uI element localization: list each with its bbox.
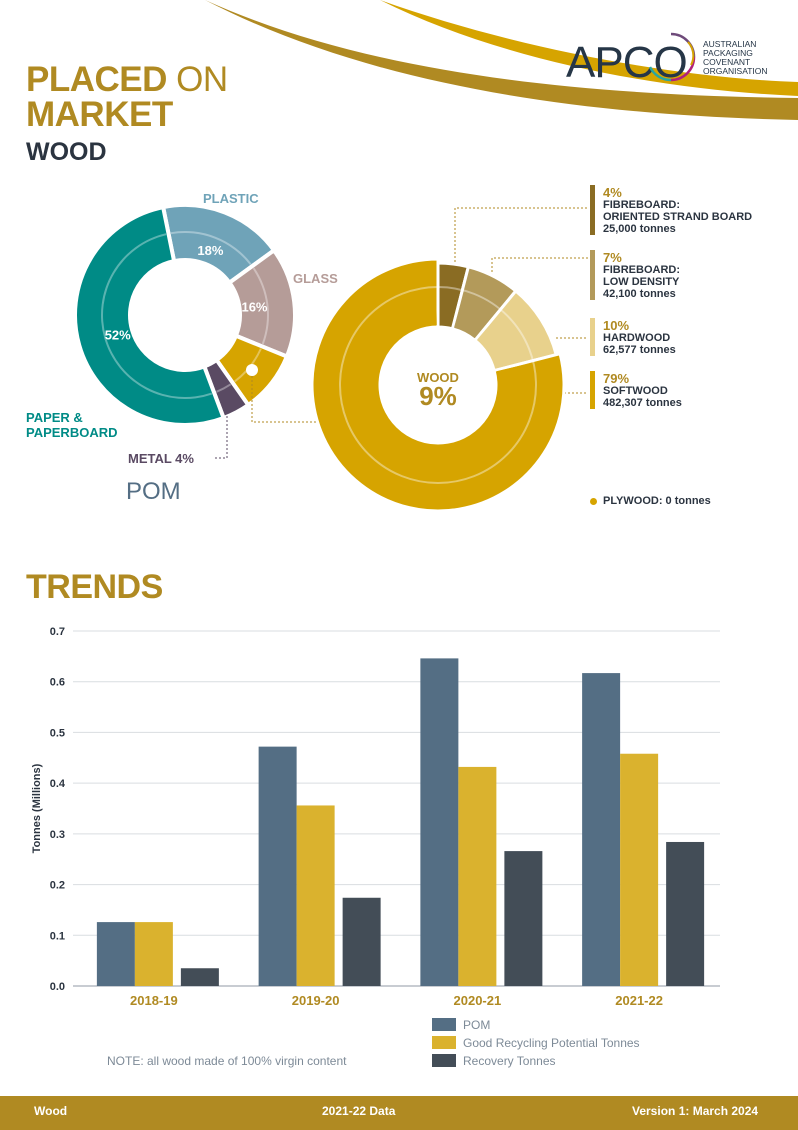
y-tick-label: 0.7: [50, 626, 65, 638]
wood-slice-inner: [439, 290, 460, 327]
wood-center-label: WOOD: [417, 370, 459, 385]
logo-org-line: ORGANISATION: [703, 66, 768, 76]
wood-slice-inner: [343, 290, 533, 480]
y-tick-label: 0.3: [50, 829, 65, 841]
footer-left: Wood: [34, 1104, 68, 1118]
bar: [420, 658, 459, 986]
pom-label: POM: [126, 478, 181, 505]
legend-swatch: [432, 1036, 456, 1049]
logo-ring-icon: [648, 32, 696, 82]
bar: [582, 673, 621, 986]
bar: [342, 897, 381, 986]
x-tick-label: 2018-19: [130, 993, 178, 1008]
bar: [458, 766, 497, 986]
bar: [134, 922, 173, 986]
callout-pct: 7%: [603, 250, 622, 265]
callout-name: LOW DENSITY: [603, 276, 680, 288]
callout-tonnes: 62,577 tonnes: [603, 344, 676, 356]
y-tick-label: 0.6: [50, 677, 65, 689]
callout-hardwood: 10% HARDWOOD 62,577 tonnes: [603, 319, 676, 356]
bar: [180, 968, 219, 986]
pom-slice-ring: [252, 267, 269, 345]
plywood-dot: [590, 498, 597, 505]
wood-slice-inner: [477, 313, 530, 369]
legend-label: Recovery Tonnes: [463, 1054, 556, 1068]
plastic-label: PLASTIC: [203, 191, 259, 206]
bar: [258, 746, 297, 986]
logo-org-line: COVENANT: [703, 57, 751, 67]
y-tick-label: 0.5: [50, 727, 65, 739]
y-axis-title: Tonnes (Millions): [31, 763, 43, 853]
callout-tonnes: 25,000 tonnes: [603, 223, 676, 235]
trends-title: TRENDS: [26, 568, 163, 606]
callout-osb: 4% FIBREBOARD: ORIENTED STRAND BOARD 25,…: [603, 186, 752, 235]
bar: [666, 841, 705, 986]
wood-donut-chart: [310, 257, 566, 510]
callout-softwood: 79% SOFTWOOD 482,307 tonnes: [603, 372, 682, 409]
wood-donut-hole: [380, 327, 496, 443]
callout-bar: [590, 371, 595, 409]
paper-label-line: PAPERBOARD: [26, 425, 118, 440]
y-tick-label: 0.2: [50, 880, 65, 892]
pom-slice-label: 52%: [105, 327, 131, 342]
callout-pct: 79%: [603, 371, 630, 386]
title-light: ON: [176, 60, 228, 99]
paper-label-line: PAPER &: [26, 410, 83, 425]
trends-bar-chart: 0.0 0.1 0.2 0.3 0.4 0.5 0.6 0.7 Tonnes (Millions…: [31, 626, 720, 1068]
paper-label: PAPER & PAPERBOARD: [26, 410, 118, 440]
logo-org-name: AUSTRALIAN PACKAGING COVENANT ORGANISATI…: [703, 40, 783, 76]
logo-org-line: AUSTRALIAN: [703, 39, 757, 49]
pom-slice-ring: [234, 348, 262, 383]
y-tick-label: 0.4: [50, 778, 66, 790]
callout-name: HARDWOOD: [603, 332, 671, 344]
plywood-label: PLYWOOD: 0 tonnes: [603, 495, 711, 507]
footer-bar: [0, 1096, 798, 1130]
header-swoosh: [205, 0, 798, 120]
bar: [96, 922, 135, 986]
pom-slice-ring: [170, 231, 252, 265]
callout-name: FIBREBOARD:: [603, 199, 680, 211]
bar: [296, 805, 335, 986]
bar: [504, 851, 543, 986]
callout-bar: [590, 318, 595, 356]
callout-name: SOFTWOOD: [603, 385, 668, 397]
metal-label: METAL 4%: [128, 451, 194, 466]
pom-slice-label: 18%: [197, 243, 223, 258]
page-subtitle: WOOD: [26, 138, 107, 166]
callout-tonnes: 482,307 tonnes: [603, 397, 682, 409]
callout-tonnes: 42,100 tonnes: [603, 288, 676, 300]
legend-label: Good Recycling Potential Tonnes: [463, 1036, 640, 1050]
pom-slice-label: 16%: [241, 300, 267, 315]
callout-pct: 4%: [603, 185, 622, 200]
callout-name: FIBREBOARD:: [603, 264, 680, 276]
wood-center-value: 9%: [419, 381, 457, 411]
pom-slice: [73, 204, 227, 427]
callout-name: ORIENTED STRAND BOARD: [603, 211, 753, 223]
wood-slice-inner: [454, 293, 498, 339]
legend-swatch: [432, 1018, 456, 1031]
wood-ring-divider: [339, 286, 537, 484]
footer-center: 2021-22 Data: [322, 1104, 396, 1118]
bar: [620, 753, 659, 986]
title-bold: PLACED: [26, 60, 167, 99]
pom-slice-ring: [216, 383, 232, 393]
callout-ld: 7% FIBREBOARD: LOW DENSITY 42,100 tonnes: [603, 251, 680, 300]
callout-bar: [590, 185, 595, 235]
legend-label: POM: [463, 1018, 490, 1032]
logo-org-line: PACKAGING: [703, 48, 753, 58]
glass-label: GLASS: [293, 271, 338, 286]
x-tick-label: 2020-21: [454, 993, 502, 1008]
x-tick-label: 2021-22: [615, 993, 663, 1008]
note-text: NOTE: all wood made of 100% virgin conte…: [107, 1054, 347, 1068]
callout-bar: [590, 250, 595, 300]
y-tick-label: 0.1: [50, 930, 65, 942]
page-title: PLACED ON: [26, 62, 228, 97]
callout-pct: 10%: [603, 318, 630, 333]
x-tick-label: 2019-20: [292, 993, 340, 1008]
footer-right: Version 1: March 2024: [632, 1104, 759, 1118]
legend-swatch: [432, 1054, 456, 1067]
page-title-line2: MARKET: [26, 95, 173, 134]
y-tick-label: 0.0: [50, 981, 65, 993]
